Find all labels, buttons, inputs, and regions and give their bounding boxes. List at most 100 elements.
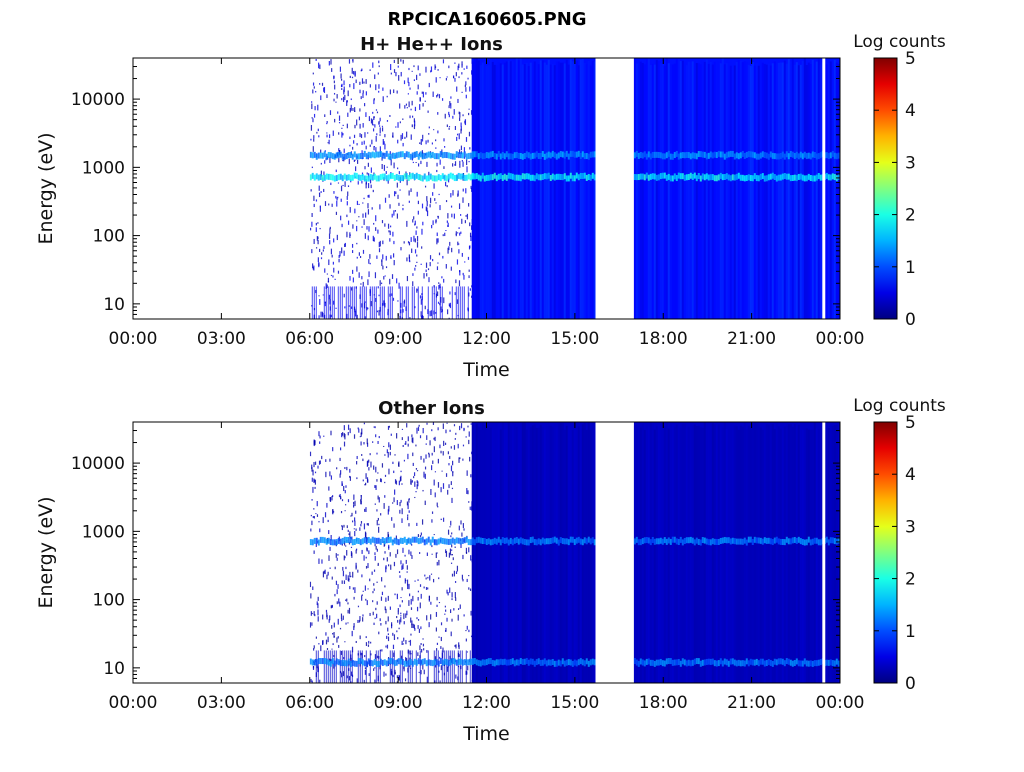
chart-1-interval-0-pixel [363,555,365,561]
chart-1-band-0 [751,539,754,546]
chart-1-interval-0-pixel [435,552,437,559]
chart-0-interval-0-pixel [422,315,424,319]
chart-1-interval-0-pixel [310,528,312,532]
chart-0-interval-0-pixel [375,84,377,91]
chart-0-interval-0-pixel [393,162,395,169]
chart-1-interval-2-col [683,423,686,683]
chart-0-interval-0-pixel [319,248,321,252]
chart-0-interval-0-pixel [366,226,368,230]
chart-1-interval-0-pixel [410,617,412,623]
chart-0-band-1 [691,152,694,159]
chart-1-interval-0-pixel [376,548,378,552]
chart-1-interval-0-pixel [431,465,433,471]
chart-0-interval-0-pixel [347,90,349,97]
chart-1-interval-0-pixel [408,640,410,643]
chart-0-band-0 [497,173,500,180]
chart-1-interval-0-pixel [376,613,378,619]
chart-1-interval-0-lowstrip [469,650,471,683]
chart-1-band-1 [549,659,552,666]
chart-0-interval-0-pixel [445,264,447,269]
chart-0-interval-2-col [721,58,724,319]
chart-1-band-0 [747,536,750,543]
chart-0-interval-2-col [649,64,652,319]
chart-1-interval-0-pixel [445,473,448,477]
chart-0-interval-0-pixel [318,185,320,191]
chart-0-interval-0-pixel [315,227,317,232]
chart-1-interval-0-pixel [399,604,401,608]
chart-0-interval-1-col [489,59,492,319]
chart-0-interval-0-pixel [361,78,364,84]
chart-1-interval-0-pixel [402,444,404,448]
chart-0-interval-0-pixel [357,181,359,185]
chart-0-band-1 [719,151,722,158]
chart-1-band-1 [801,660,804,667]
chart-0-interval-0-pixel [353,134,356,138]
chart-1-band-1 [725,659,728,666]
chart-1-interval-2-col [691,425,694,683]
chart-1-interval-0-pixel [350,671,353,676]
chart-0-band-0 [417,173,420,180]
chart-1-band-0 [729,538,732,545]
chart-0-interval-0-pixel [320,170,322,177]
chart-0-interval-0-pixel [466,65,468,69]
chart-1-interval-0-pixel [432,460,434,464]
chart-0-interval-0-pixel [324,150,326,152]
chart-1-band-1 [765,660,768,667]
chart-1-interval-0-pixel [451,598,453,601]
chart-1-band-0 [503,537,506,544]
chart-0-band-1 [593,151,596,158]
chart-1-interval-0-pixel [349,468,351,473]
chart-1-band-1 [367,658,370,665]
chart-1-interval-0-pixel [405,441,407,445]
chart-1-interval-2-col [809,429,812,683]
chart-0-interval-0-pixel [420,311,422,317]
chart-0-band-1 [443,151,446,158]
chart-0-band-0 [635,174,638,181]
chart-0-band-0 [797,173,800,180]
chart-0-interval-0-pixel [466,159,468,166]
chart-0-band-0 [317,174,320,181]
chart-0-interval-0-pixel [355,166,357,172]
chart-1-interval-0-pixel [403,665,405,672]
chart-0-band-1 [739,152,742,159]
chart-1-interval-0-pixel [369,453,371,456]
chart-0-band-1 [309,151,312,158]
chart-1-band-1 [489,658,492,665]
chart-0-band-1 [383,152,386,159]
chart-1-interval-0-pixel [417,579,419,581]
chart-1-band-0 [533,539,536,546]
chart-1-interval-2-col [751,428,754,683]
chart-1-band-0 [401,538,404,545]
chart-1-interval-0-pixel [390,622,393,627]
chart-1-band-1 [543,658,546,665]
chart-0-interval-0-pixel [432,220,434,226]
chart-1-band-1 [695,658,698,665]
chart-1-interval-0-lowstrip [347,650,349,683]
chart-1-interval-0-pixel [419,535,422,538]
chart-1-interval-0-pixel [331,625,333,629]
chart-0-interval-0-pixel [389,115,391,117]
chart-0-band-0 [669,175,672,182]
chart-0-interval-0-pixel [353,159,355,162]
chart-0-band-1 [769,151,772,158]
chart-0-interval-0-pixel [390,64,392,71]
chart-0-interval-2-col [715,60,718,319]
chart-0-interval-0-pixel [398,75,400,81]
chart-1-interval-0-pixel [346,550,348,556]
chart-1-interval-2-col [735,426,738,683]
chart-0-interval-0-pixel [347,112,349,117]
chart-1-interval-0-pixel [360,432,362,437]
chart-1-band-1 [477,660,480,667]
chart-1-band-1 [803,658,806,665]
chart-1-band-1 [535,659,538,666]
chart-0-interval-2-col [817,59,820,319]
chart-0-band-0 [573,175,576,182]
chart-1-interval-0-pixel [313,508,315,510]
chart-1-interval-2-col [827,427,830,683]
chart-0-interval-2-col [637,63,640,319]
chart-1-interval-0-pixel [367,523,369,526]
chart-0-interval-0-pixel [317,257,319,263]
chart-0-interval-0-pixel [458,149,461,155]
chart-1-interval-0-pixel [318,460,321,465]
chart-1-interval-0-pixel [417,426,420,431]
